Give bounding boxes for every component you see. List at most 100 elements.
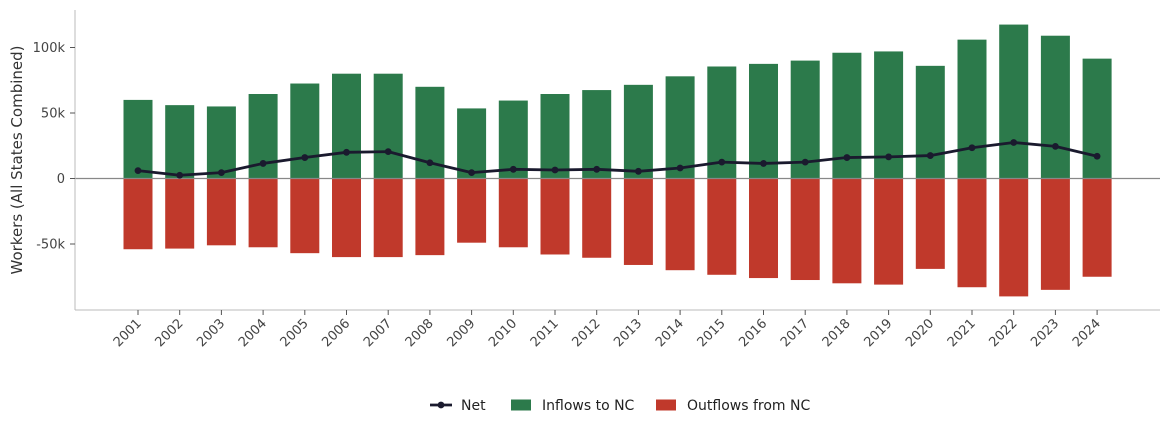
x-tick-label-2004: 2004 xyxy=(236,316,270,350)
net-point-2013 xyxy=(635,167,642,175)
legend-label-outflows: Outflows from NC xyxy=(687,398,810,414)
legend-label-inflows: Inflows to NC xyxy=(542,398,635,414)
net-point-2008 xyxy=(426,159,434,167)
outflow-bar-2007 xyxy=(373,178,403,258)
x-tick-label-2008: 2008 xyxy=(403,316,437,350)
inflow-bar-2005 xyxy=(290,83,320,179)
inflow-bar-2010 xyxy=(498,100,528,179)
y-axis-ticks: 100k 50k 0 -50k xyxy=(33,41,75,253)
net-point-2009 xyxy=(468,169,475,177)
x-tick-label-2011: 2011 xyxy=(528,316,562,350)
net-point-2023 xyxy=(1052,143,1059,150)
inflow-bar-2020 xyxy=(915,65,945,179)
x-tick-label-2024: 2024 xyxy=(1070,316,1104,350)
x-tick-label-2009: 2009 xyxy=(444,316,478,350)
inflow-bar-2024 xyxy=(1082,58,1112,179)
legend-inflow-swatch xyxy=(511,399,531,411)
inflow-bar-2013 xyxy=(623,84,653,179)
net-point-2024 xyxy=(1093,152,1101,160)
outflow-bar-2010 xyxy=(498,178,528,248)
inflow-bar-2023 xyxy=(1040,35,1070,179)
net-point-2017 xyxy=(801,158,809,166)
net-point-2019 xyxy=(885,153,892,161)
x-tick-label-2014: 2014 xyxy=(653,316,687,350)
outflow-bar-2018 xyxy=(832,178,862,284)
inflow-bar-2002 xyxy=(165,105,195,179)
x-tick-label-2019: 2019 xyxy=(861,316,895,350)
x-tick-label-2015: 2015 xyxy=(695,316,729,350)
x-tick-label-2023: 2023 xyxy=(1028,316,1062,350)
outflow-bar-2013 xyxy=(623,178,653,265)
net-point-2021 xyxy=(968,144,976,152)
inflow-bar-2016 xyxy=(749,63,778,179)
outflow-bar-2009 xyxy=(457,178,487,243)
outflow-bar-2005 xyxy=(290,178,320,254)
outflow-bar-2011 xyxy=(540,178,570,255)
x-tick-label-2022: 2022 xyxy=(987,316,1021,350)
net-point-2004 xyxy=(259,160,267,167)
y-tick-label: 0 xyxy=(57,172,65,187)
outflow-bar-2024 xyxy=(1082,178,1112,277)
outflow-bar-2021 xyxy=(957,178,987,288)
outflow-bar-2012 xyxy=(582,178,612,258)
outflow-bar-2017 xyxy=(790,178,820,281)
net-line-series xyxy=(134,139,1101,179)
inflow-bar-2003 xyxy=(206,106,236,179)
inflow-bar-2022 xyxy=(999,24,1029,179)
inflow-bar-2001 xyxy=(123,99,153,179)
inflow-bar-2006 xyxy=(332,73,361,179)
legend: Net Inflows to NC Outflows from NC xyxy=(430,398,810,414)
x-tick-label-2010: 2010 xyxy=(486,316,520,350)
outflow-bar-2008 xyxy=(415,178,445,256)
x-tick-label-2006: 2006 xyxy=(319,316,353,350)
net-point-2003 xyxy=(218,169,225,177)
net-point-2016 xyxy=(760,160,767,167)
outflow-bar-2003 xyxy=(206,178,236,246)
legend-label-net: Net xyxy=(461,398,486,414)
inflow-bar-2014 xyxy=(665,76,695,179)
x-tick-label-2005: 2005 xyxy=(278,316,312,350)
outflow-bar-2004 xyxy=(248,178,278,248)
x-tick-label-2007: 2007 xyxy=(361,316,395,350)
x-tick-label-2016: 2016 xyxy=(736,316,770,350)
y-tick-label: -50k xyxy=(36,238,65,253)
x-axis-ticks: 2001 2002 2003 2004 2005 2006 2007 2008 2009 2010… xyxy=(111,310,1104,350)
net-point-2020 xyxy=(926,152,934,159)
outflow-bar-2014 xyxy=(665,178,695,271)
net-point-2011 xyxy=(551,166,559,174)
net-point-2014 xyxy=(676,164,684,172)
x-tick-label-2018: 2018 xyxy=(820,316,854,350)
outflow-bar-2016 xyxy=(749,178,778,279)
net-point-2012 xyxy=(593,165,601,173)
x-tick-label-2017: 2017 xyxy=(778,316,812,350)
inflow-bars xyxy=(123,24,1112,179)
inflow-bar-2007 xyxy=(373,73,403,179)
net-point-2001 xyxy=(134,167,142,175)
x-tick-label-2012: 2012 xyxy=(570,316,604,350)
outflow-bar-2002 xyxy=(165,178,195,249)
inflow-bar-2009 xyxy=(457,108,487,179)
net-point-2007 xyxy=(384,148,392,156)
x-tick-label-2002: 2002 xyxy=(153,316,187,350)
outflow-bar-2023 xyxy=(1040,178,1070,290)
outflow-bar-2006 xyxy=(332,178,361,258)
net-point-2022 xyxy=(1010,139,1018,146)
inflow-bar-2011 xyxy=(540,94,570,179)
outflow-bar-2020 xyxy=(915,178,945,269)
legend-outflow-swatch xyxy=(656,399,676,411)
outflow-bar-2019 xyxy=(874,178,904,285)
x-tick-label-2001: 2001 xyxy=(111,316,145,350)
y-axis-label: Workers (All States Combined) xyxy=(8,46,26,275)
net-point-2010 xyxy=(509,165,517,173)
outflow-bar-2001 xyxy=(123,178,153,250)
x-tick-label-2021: 2021 xyxy=(945,316,979,350)
inflow-bar-2012 xyxy=(582,90,612,179)
net-point-2002 xyxy=(176,171,184,179)
net-point-2006 xyxy=(343,148,350,156)
net-line xyxy=(137,141,1098,177)
legend-net-marker xyxy=(437,401,445,409)
y-tick-label: 50k xyxy=(41,107,66,122)
inflow-bar-2021 xyxy=(957,39,987,179)
x-tick-label-2003: 2003 xyxy=(194,316,228,350)
